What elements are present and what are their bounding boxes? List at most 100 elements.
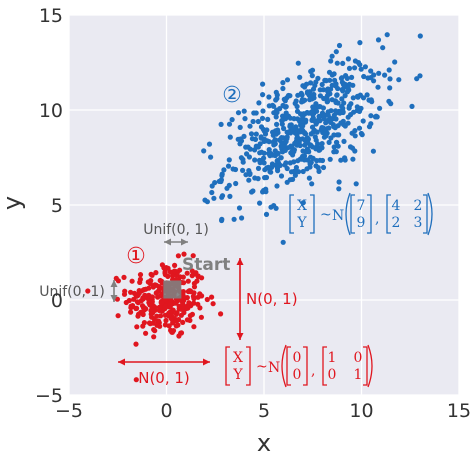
blue-point: [306, 175, 312, 181]
blue-point: [219, 172, 225, 179]
blue-point: [242, 116, 248, 122]
blue-point: [308, 159, 314, 165]
blue-point: [281, 125, 287, 132]
blue-point: [283, 160, 289, 166]
red-point: [181, 251, 187, 257]
x-axis-label: x: [257, 429, 271, 457]
red-point: [173, 300, 179, 306]
y-tick-label: 15: [39, 5, 63, 27]
bracket-close: [310, 194, 315, 234]
y-tick-label: 10: [39, 100, 63, 122]
blue-point: [317, 87, 323, 93]
blue-point: [333, 49, 339, 55]
normal-vertical-label: N(0, 1): [246, 290, 298, 308]
red-point: [144, 294, 150, 300]
blue-point: [238, 138, 245, 144]
arrow-head: [236, 333, 244, 340]
red-point: [191, 296, 197, 302]
red-point: [159, 262, 165, 268]
red-point: [153, 270, 159, 276]
blue-point: [209, 189, 215, 196]
blue-point: [309, 124, 316, 130]
vec-x: X: [233, 350, 243, 366]
blue-point: [333, 108, 339, 114]
blue-point: [248, 131, 255, 137]
normal-horizontal-label: N(0, 1): [138, 369, 190, 387]
red-point: [190, 253, 196, 259]
blue-point: [344, 89, 350, 95]
red-point: [186, 300, 192, 306]
red-point: [115, 278, 121, 284]
blue-point: [308, 131, 314, 137]
blue-point: [331, 71, 337, 77]
red-point: [150, 308, 156, 314]
blue-point: [245, 144, 251, 150]
blue-point: [322, 131, 328, 137]
red-point: [123, 299, 129, 306]
blue-point: [227, 134, 233, 140]
blue-point: [258, 135, 264, 141]
blue-point: [342, 155, 348, 161]
blue-point: [320, 105, 326, 111]
blue-point: [417, 33, 423, 39]
blue-point: [233, 180, 239, 187]
blue-point: [237, 124, 243, 130]
blue-point: [255, 118, 261, 125]
red-point: [134, 299, 140, 305]
blue-point: [253, 131, 259, 137]
blue-point: [259, 115, 266, 121]
arrow-head: [181, 238, 188, 246]
blue-point: [349, 74, 355, 80]
blue-point: [340, 118, 346, 124]
red-point: [180, 274, 186, 280]
blue-point: [302, 97, 308, 103]
red-point: [149, 272, 155, 278]
red-point: [128, 289, 134, 295]
blue-point: [320, 125, 326, 131]
red-point: [162, 297, 168, 303]
red-point: [151, 327, 157, 333]
blue-point: [375, 84, 381, 90]
red-point: [166, 323, 172, 329]
blue-point: [221, 167, 227, 173]
vec-x: X: [297, 198, 307, 214]
blue-point: [339, 87, 345, 93]
normal-symbol: N: [268, 360, 280, 376]
bracket-close: [303, 346, 308, 386]
blue-point: [255, 165, 262, 171]
red-point: [137, 272, 144, 278]
blue-point: [261, 155, 267, 161]
blue-point: [376, 70, 382, 76]
equation-blue: XY ~ N79, 4 22 3: [289, 192, 433, 236]
red-point: [182, 295, 188, 301]
blue-point: [388, 101, 394, 107]
blue-point: [333, 149, 339, 155]
red-point: [209, 294, 215, 300]
blue-point: [336, 179, 342, 185]
red-point: [163, 317, 169, 324]
red-point: [157, 323, 163, 329]
blue-point: [229, 117, 235, 123]
cov-00: 4: [392, 198, 401, 214]
blue-point: [339, 96, 345, 102]
blue-point: [352, 58, 358, 64]
red-point: [173, 311, 179, 317]
blue-point: [289, 148, 295, 154]
y-tick-label: 5: [51, 195, 63, 217]
blue-point: [230, 166, 236, 172]
red-point: [159, 278, 165, 284]
cov-01: 2: [414, 198, 423, 214]
blue-point: [291, 168, 297, 175]
blue-point: [349, 130, 355, 136]
blue-point: [253, 143, 259, 149]
normal-vertical-arrow: [236, 258, 244, 340]
red-point: [180, 319, 186, 325]
blue-point: [262, 187, 268, 194]
blue-point: [332, 125, 338, 131]
red-point: [128, 309, 134, 315]
blue-point: [313, 137, 319, 143]
blue-point: [219, 194, 225, 200]
red-point: [145, 279, 151, 285]
red-point: [140, 311, 146, 318]
